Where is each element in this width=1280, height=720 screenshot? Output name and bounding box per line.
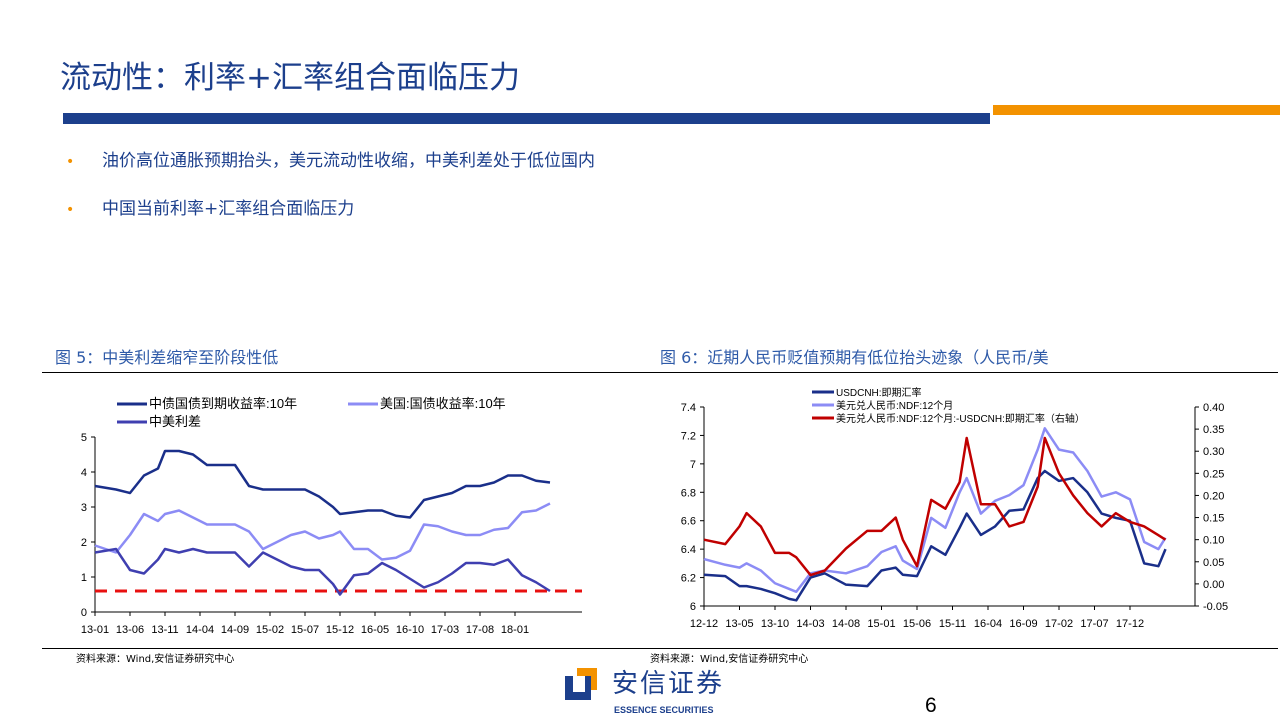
y-tick-label: 6.8 xyxy=(681,487,696,499)
page-title: 流动性：利率+汇率组合面临压力 xyxy=(60,60,520,96)
x-tick-label: 17-12 xyxy=(1116,618,1144,630)
company-logo-en: ESSENCE SECURITIES xyxy=(614,705,714,715)
y-tick-label: 6 xyxy=(690,601,696,613)
bullet-item: • 油价高位通胀预期抬头，美元流动性收缩，中美利差处于低位国内 xyxy=(66,146,595,171)
x-tick-label: 15-12 xyxy=(326,624,354,636)
company-logo-icon xyxy=(565,668,597,700)
bullet-text: 油价高位通胀预期抬头，美元流动性收缩，中美利差处于低位国内 xyxy=(102,151,595,171)
legend-label: USDCNH:即期汇率 xyxy=(836,386,922,399)
divider-bottom xyxy=(42,648,1278,649)
x-tick-label: 18-01 xyxy=(501,624,529,636)
bullet-icon: • xyxy=(66,154,75,170)
figure6-caption: 图 6：近期人民币贬值预期有低位抬头迹象（人民币/美 xyxy=(660,348,1049,367)
x-tick-label: 13-10 xyxy=(761,618,789,630)
x-tick-label: 16-05 xyxy=(361,624,389,636)
y-tick-label: 5 xyxy=(81,432,87,444)
x-tick-label: 14-04 xyxy=(186,624,214,636)
series-line-0 xyxy=(703,469,1167,602)
series-line-1 xyxy=(703,427,1167,594)
x-tick-label: 14-03 xyxy=(796,618,824,630)
chart-yield-spread: 0 1 2 3 4 5 13-01 13-06 13-11 14-04 14-09 15-02 15-0… xyxy=(81,396,582,636)
x-tick-label: 13-06 xyxy=(116,624,144,636)
x-tick-label: 14-08 xyxy=(832,618,860,630)
x-tick-label: 16-09 xyxy=(1009,618,1037,630)
y-tick-label: 2 xyxy=(81,537,87,549)
x-tick-label: 13-05 xyxy=(725,618,753,630)
series-line-2 xyxy=(703,436,1167,577)
divider-top xyxy=(42,372,1278,373)
legend-label: 中美利差 xyxy=(149,414,201,429)
x-tick-label: 17-02 xyxy=(1045,618,1073,630)
x-tick-label: 17-03 xyxy=(431,624,459,636)
y2-tick-label: 0.30 xyxy=(1203,446,1224,458)
bullet-item: • 中国当前利率+汇率组合面临压力 xyxy=(66,194,354,219)
figure5-source: 资料来源：Wind,安信证券研究中心 xyxy=(76,654,235,665)
x-tick-label: 15-07 xyxy=(291,624,319,636)
x-tick-label: 15-06 xyxy=(903,618,931,630)
y2-tick-label: 0.15 xyxy=(1203,513,1224,525)
y-tick-label: 3 xyxy=(81,502,87,514)
y2-tick-label: 0.35 xyxy=(1203,424,1224,436)
chart-rmb-ndf: 6 6.2 6.4 6.6 6.8 7 7.2 7.4 -0.05 0.00 0.05 0.10 0.1… xyxy=(681,386,1228,630)
y-tick-label: 1 xyxy=(81,572,87,584)
series-line-2 xyxy=(94,547,551,596)
y-tick-label: 7.4 xyxy=(681,402,696,414)
legend-label: 美元兑人民币:NDF:12个月 xyxy=(836,399,953,412)
y-tick-label: 4 xyxy=(81,467,87,479)
x-tick-label: 17-07 xyxy=(1080,618,1108,630)
y2-tick-label: 0.20 xyxy=(1203,490,1224,502)
legend-label: 美元兑人民币:NDF:12个月:-USDCNH:即期汇率（右轴） xyxy=(836,412,1085,425)
x-tick-label: 15-11 xyxy=(939,618,966,630)
bullet-text: 中国当前利率+汇率组合面临压力 xyxy=(102,199,355,219)
y2-tick-label: 0.40 xyxy=(1203,402,1224,414)
page-number: 6 xyxy=(925,694,937,717)
figure6-source: 资料来源：Wind,安信证券研究中心 xyxy=(650,654,809,665)
figure5-caption: 图 5：中美利差缩窄至阶段性低 xyxy=(55,348,279,367)
title-underline-blue xyxy=(63,113,990,124)
x-tick-label: 16-04 xyxy=(974,618,1002,630)
x-tick-label: 16-10 xyxy=(396,624,424,636)
x-tick-label: 14-09 xyxy=(221,624,249,636)
x-tick-label: 12-12 xyxy=(690,618,718,630)
legend-label: 中债国债到期收益率:10年 xyxy=(149,396,297,411)
y2-tick-label: 0.05 xyxy=(1203,557,1224,569)
bullet-icon: • xyxy=(66,202,75,218)
series-line-0 xyxy=(94,449,551,519)
y-tick-label: 7 xyxy=(690,459,696,471)
y-tick-label: 6.4 xyxy=(681,544,696,556)
x-tick-label: 15-02 xyxy=(256,624,284,636)
y2-tick-label: -0.05 xyxy=(1203,601,1228,613)
y-tick-label: 7.2 xyxy=(681,430,696,442)
x-tick-label: 13-11 xyxy=(151,624,178,636)
company-logo-cn: 安信证券 xyxy=(612,669,725,699)
y-tick-label: 0 xyxy=(81,607,87,619)
y2-tick-label: 0.00 xyxy=(1203,579,1224,591)
y2-tick-label: 0.10 xyxy=(1203,535,1224,547)
y-tick-label: 6.2 xyxy=(681,573,696,585)
legend-label: 美国:国债收益率:10年 xyxy=(380,396,506,411)
title-underline-orange xyxy=(993,105,1280,115)
x-tick-label: 13-01 xyxy=(81,624,109,636)
x-tick-label: 17-08 xyxy=(466,624,494,636)
series-line-1 xyxy=(94,502,551,561)
y2-tick-label: 0.25 xyxy=(1203,468,1224,480)
y-tick-label: 6.6 xyxy=(681,516,696,528)
x-tick-label: 15-01 xyxy=(867,618,895,630)
